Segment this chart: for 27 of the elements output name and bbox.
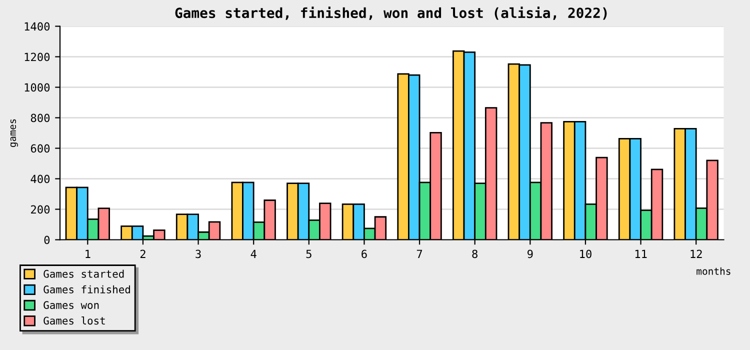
x-tick-label: 8 (472, 250, 478, 258)
x-tick-label: 7 (416, 250, 422, 258)
y-tick-label: 1200 (24, 52, 50, 62)
legend-label: Games finished (44, 285, 130, 294)
x-tick-label: 5 (306, 250, 312, 258)
legend-label: Games started (44, 270, 124, 278)
y-tick-label: 800 (30, 114, 50, 122)
y-tick-label: 1000 (24, 83, 50, 92)
y-axis-title: games (10, 119, 18, 148)
y-tick-label: 1400 (24, 22, 50, 31)
x-tick-label: 3 (196, 250, 201, 258)
x-tick-label: 6 (362, 250, 367, 258)
chart-title: Games started, finished, won and lost (alisia, 2022) (175, 6, 607, 20)
legend-label: Games lost (44, 316, 105, 325)
legend-label: Games won (44, 301, 99, 310)
x-tick-label: 10 (580, 250, 592, 258)
x-tick-label: 12 (690, 250, 702, 258)
y-tick-label: 600 (30, 144, 50, 153)
x-axis-title: months (696, 267, 730, 275)
x-tick-label: 2 (140, 250, 146, 258)
x-tick-label: 9 (528, 250, 533, 258)
x-tick-label: 1 (86, 250, 90, 258)
y-tick-label: 400 (30, 174, 50, 184)
y-tick-label: 0 (44, 236, 50, 244)
y-tick-label: 200 (31, 205, 50, 214)
x-tick-label: 11 (635, 250, 647, 258)
x-tick-label: 4 (250, 250, 256, 258)
